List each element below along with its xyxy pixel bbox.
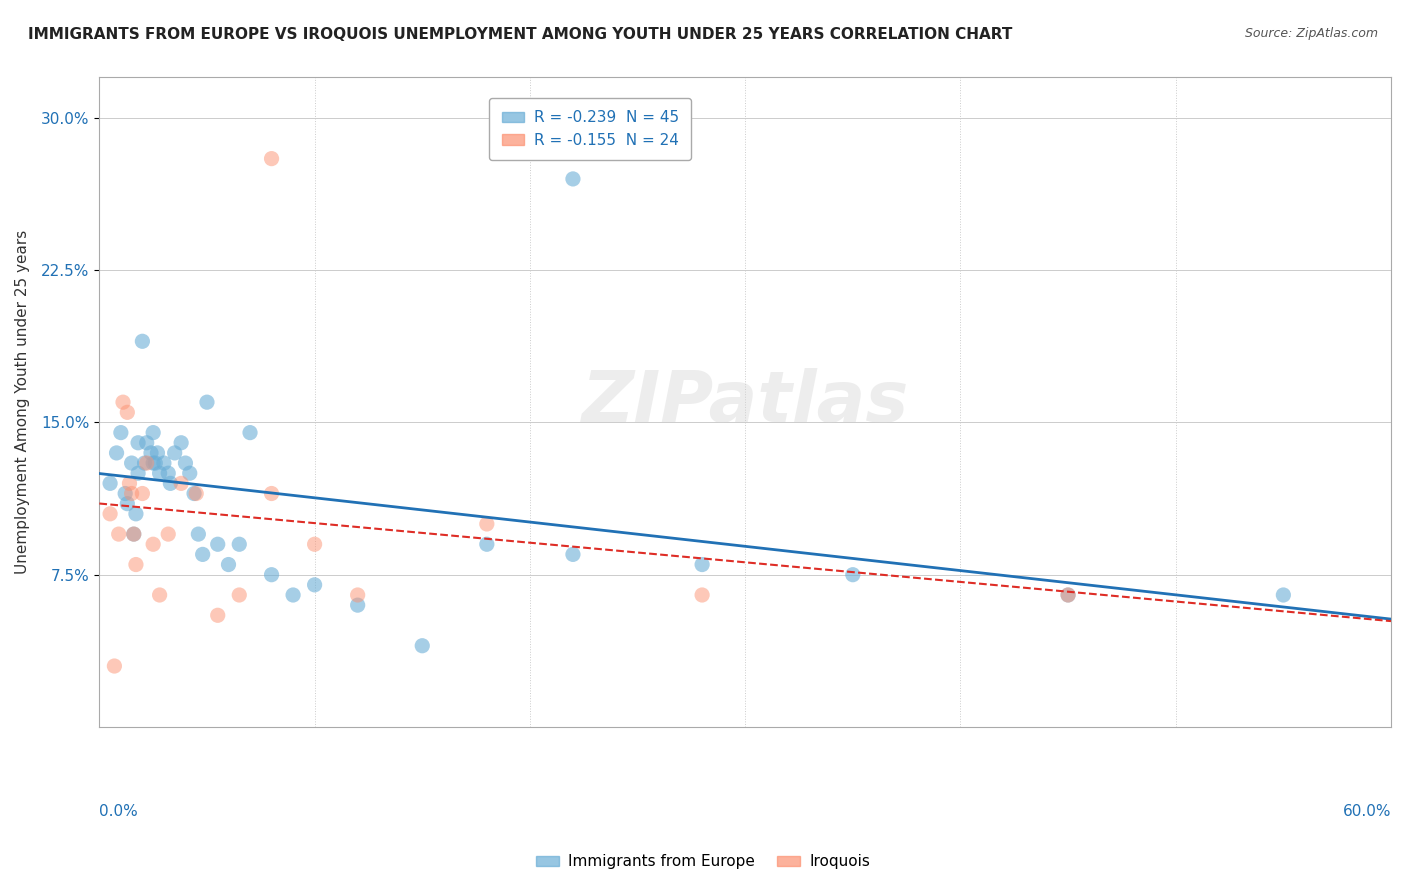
Point bbox=[170, 435, 193, 450]
Point bbox=[105, 446, 128, 460]
Text: 0.0%: 0.0% bbox=[100, 804, 138, 819]
Point bbox=[304, 537, 326, 551]
Point bbox=[149, 588, 172, 602]
Point bbox=[117, 405, 139, 419]
Point bbox=[239, 425, 262, 440]
Point bbox=[135, 456, 157, 470]
Point bbox=[228, 537, 250, 551]
Point bbox=[111, 395, 134, 409]
Point bbox=[146, 446, 169, 460]
Point bbox=[157, 527, 180, 541]
Point bbox=[153, 456, 176, 470]
Point bbox=[121, 486, 143, 500]
Point bbox=[149, 467, 172, 481]
Point bbox=[260, 486, 283, 500]
Point bbox=[1057, 588, 1080, 602]
Point bbox=[1272, 588, 1295, 602]
Point bbox=[98, 507, 121, 521]
Point bbox=[125, 507, 148, 521]
Point bbox=[142, 425, 165, 440]
Point bbox=[690, 558, 713, 572]
Point bbox=[174, 456, 197, 470]
Point bbox=[134, 456, 156, 470]
Point bbox=[281, 588, 304, 602]
Point bbox=[127, 435, 149, 450]
Point bbox=[142, 456, 165, 470]
Point bbox=[121, 456, 143, 470]
Point bbox=[346, 598, 368, 612]
Point bbox=[163, 446, 186, 460]
Point bbox=[131, 486, 153, 500]
Point bbox=[346, 588, 368, 602]
Y-axis label: Unemployment Among Youth under 25 years: Unemployment Among Youth under 25 years bbox=[15, 230, 30, 574]
Point bbox=[107, 527, 129, 541]
Legend: R = -0.239  N = 45, R = -0.155  N = 24: R = -0.239 N = 45, R = -0.155 N = 24 bbox=[489, 98, 690, 161]
Point bbox=[122, 527, 145, 541]
Point bbox=[118, 476, 141, 491]
Point bbox=[186, 486, 208, 500]
Point bbox=[218, 558, 240, 572]
Point bbox=[475, 537, 498, 551]
Point bbox=[561, 548, 583, 562]
Point bbox=[159, 476, 181, 491]
Point bbox=[170, 476, 193, 491]
Point bbox=[690, 588, 713, 602]
Point bbox=[191, 548, 214, 562]
Point bbox=[207, 608, 229, 623]
Point bbox=[117, 497, 139, 511]
Point bbox=[304, 578, 326, 592]
Point bbox=[131, 334, 153, 349]
Point bbox=[842, 567, 865, 582]
Point bbox=[228, 588, 250, 602]
Point bbox=[411, 639, 433, 653]
Point bbox=[125, 558, 148, 572]
Text: Source: ZipAtlas.com: Source: ZipAtlas.com bbox=[1244, 27, 1378, 40]
Point bbox=[195, 395, 218, 409]
Point bbox=[183, 486, 205, 500]
Point bbox=[98, 476, 121, 491]
Text: IMMIGRANTS FROM EUROPE VS IROQUOIS UNEMPLOYMENT AMONG YOUTH UNDER 25 YEARS CORRE: IMMIGRANTS FROM EUROPE VS IROQUOIS UNEMP… bbox=[28, 27, 1012, 42]
Point bbox=[207, 537, 229, 551]
Point bbox=[187, 527, 209, 541]
Point bbox=[143, 456, 166, 470]
Point bbox=[127, 467, 149, 481]
Point bbox=[561, 172, 583, 186]
Point bbox=[110, 425, 132, 440]
Point bbox=[157, 467, 180, 481]
Point bbox=[139, 446, 162, 460]
Point bbox=[179, 467, 201, 481]
Point bbox=[260, 152, 283, 166]
Point bbox=[1057, 588, 1080, 602]
Point bbox=[475, 516, 498, 531]
Text: 60.0%: 60.0% bbox=[1343, 804, 1391, 819]
Text: ZIPatlas: ZIPatlas bbox=[582, 368, 908, 437]
Point bbox=[260, 567, 283, 582]
Point bbox=[103, 659, 125, 673]
Point bbox=[142, 537, 165, 551]
Point bbox=[114, 486, 136, 500]
Legend: Immigrants from Europe, Iroquois: Immigrants from Europe, Iroquois bbox=[530, 848, 876, 875]
Point bbox=[122, 527, 145, 541]
Point bbox=[135, 435, 157, 450]
